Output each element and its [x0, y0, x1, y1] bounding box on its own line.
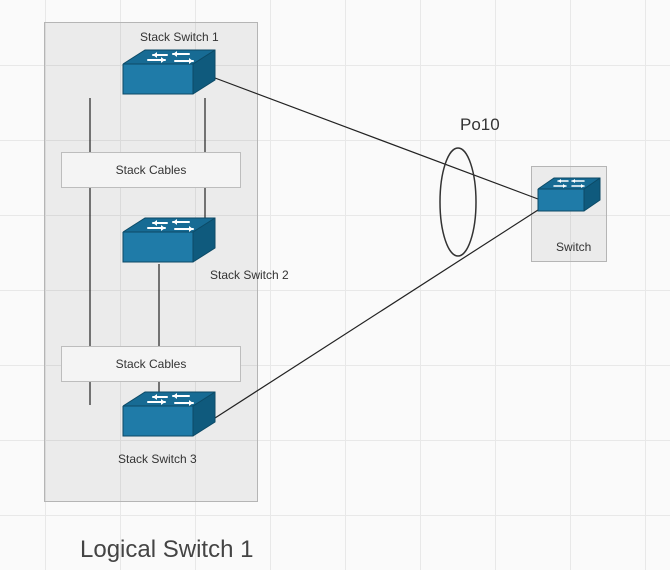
logical-switch-region	[44, 22, 258, 502]
switch2-label: Stack Switch 2	[210, 268, 289, 282]
po10-label: Po10	[460, 115, 500, 135]
switch1-label: Stack Switch 1	[140, 30, 219, 44]
right-switch-label: Switch	[556, 240, 591, 254]
stack-cables-label-top: Stack Cables	[116, 163, 187, 177]
stack-cables-box-bottom: Stack Cables	[61, 346, 241, 382]
logical-switch-title: Logical Switch 1	[80, 536, 253, 564]
switch3-label: Stack Switch 3	[118, 452, 197, 466]
stack-cables-box-top: Stack Cables	[61, 152, 241, 188]
stack-cables-label-bottom: Stack Cables	[116, 357, 187, 371]
